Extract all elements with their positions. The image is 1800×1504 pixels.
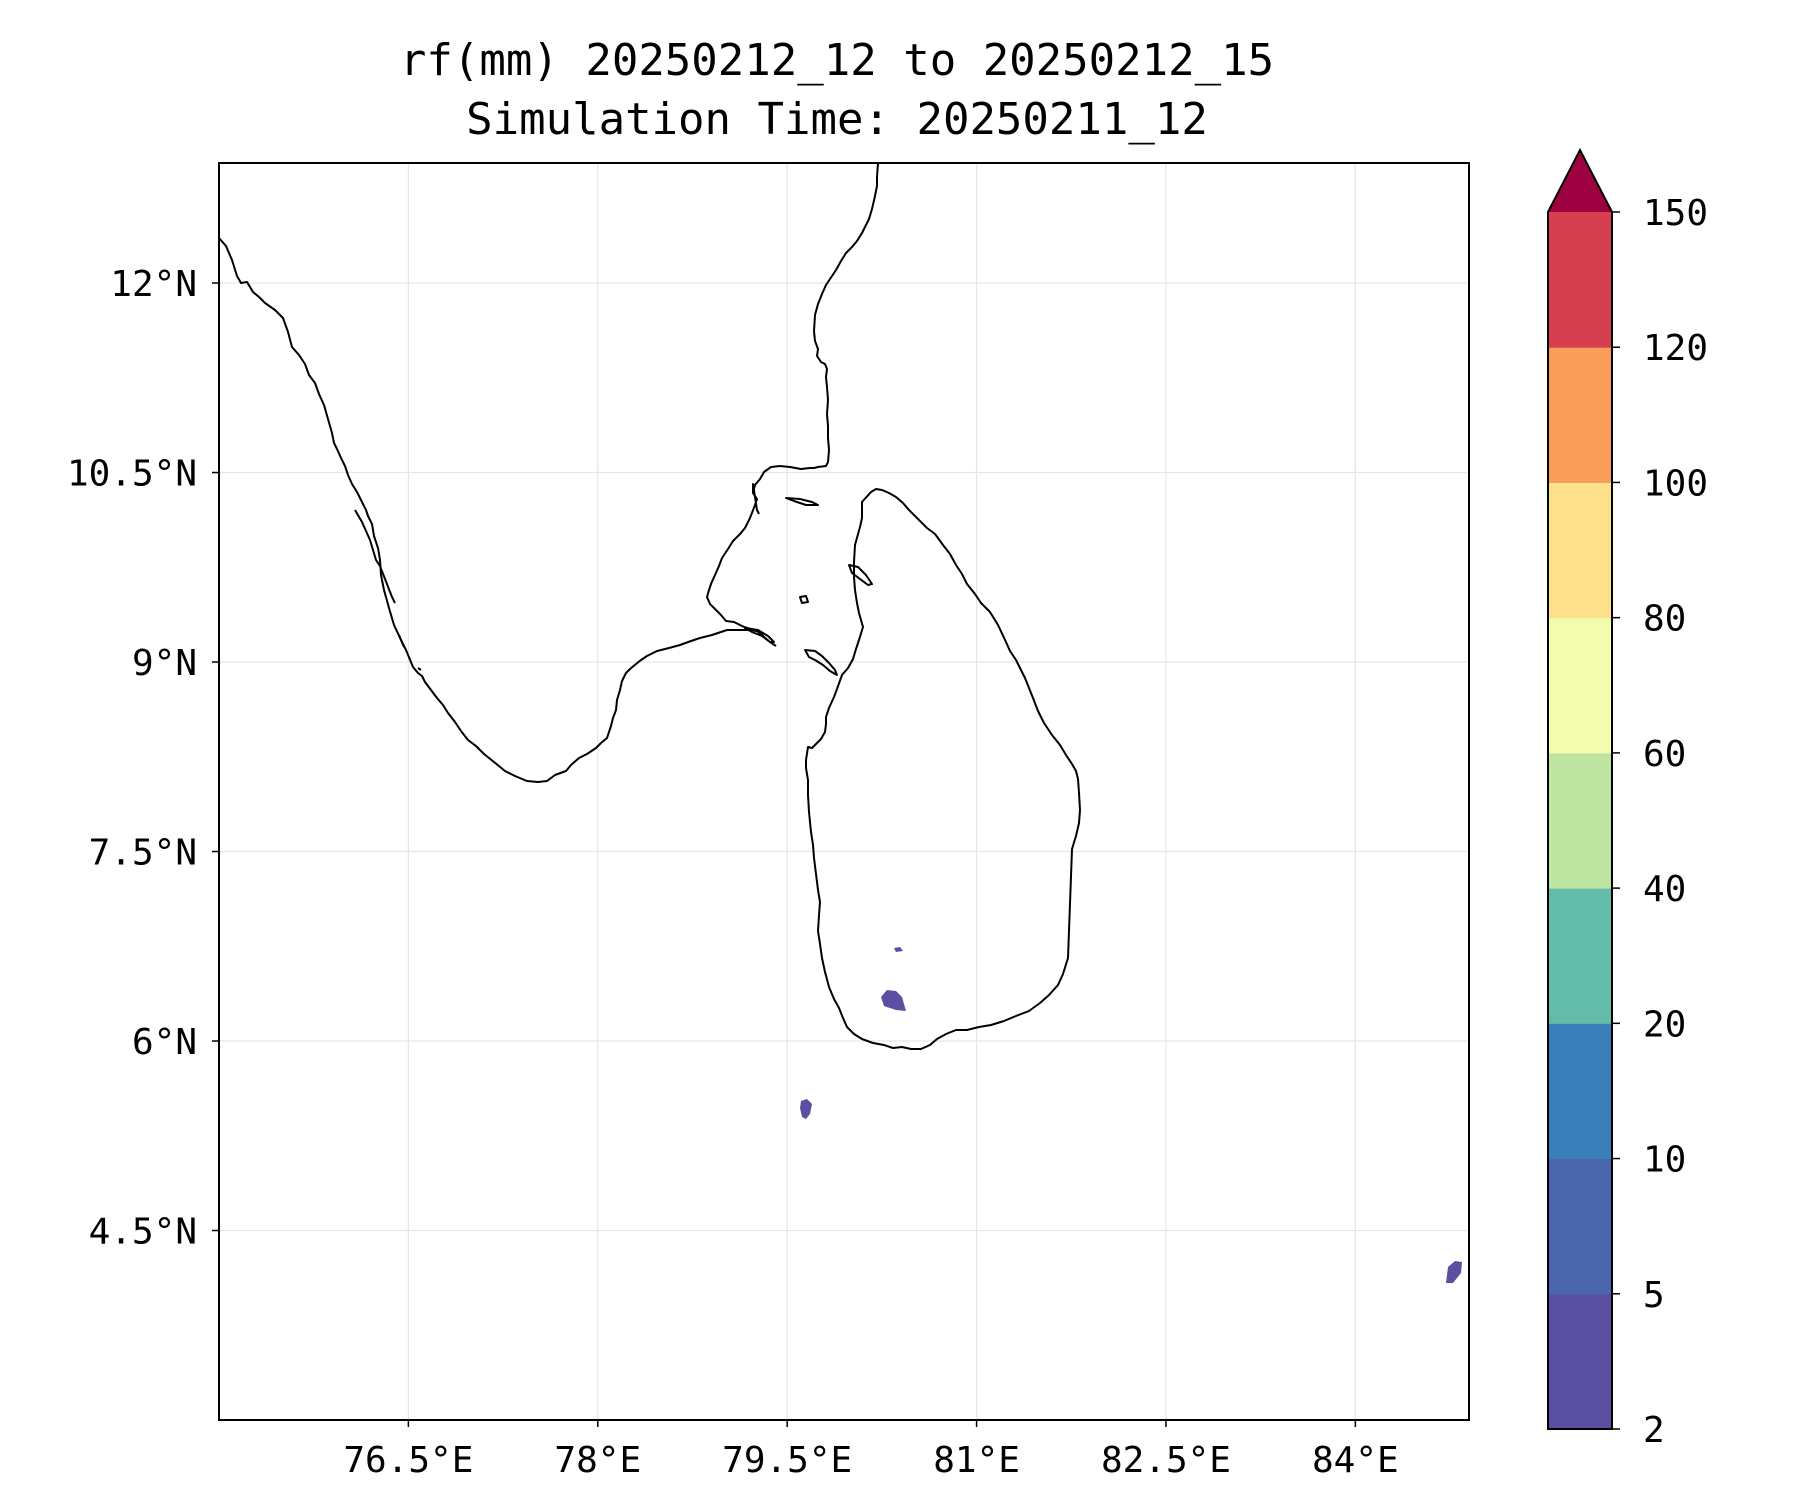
rain-patch-sri-lanka-small: [894, 947, 903, 952]
coastline-small-island-west: [799, 595, 809, 604]
gridlines: [219, 163, 1469, 1420]
colorbar-segment: [1548, 212, 1612, 348]
map-frame: [218, 162, 1470, 1421]
lat-tick-label: 9°N: [132, 643, 197, 684]
colorbar-outline: [1547, 147, 1613, 1430]
rain-patch-east-sea: [1446, 1261, 1462, 1283]
coastline-rameswaram-island: [744, 627, 775, 643]
lat-tick-label: 10.5°N: [67, 454, 197, 495]
colorbar-segment: [1548, 617, 1612, 754]
coastline-pamban-islet: [785, 497, 819, 506]
colorbar-tick-label: 60: [1643, 734, 1686, 775]
title-line-2: Simulation Time: 20250211_12: [466, 94, 1208, 145]
colorbar: 2 5 10 20 40 60 80 100 120 150: [1547, 147, 1708, 1451]
coastline-mannar-island: [804, 649, 838, 676]
rain-patch-maldives-sea: [800, 1099, 812, 1119]
lon-tick-label: 84°E: [1312, 1440, 1399, 1481]
lon-tick-label: 81°E: [933, 1440, 1020, 1481]
colorbar-segment: [1548, 1158, 1612, 1295]
colorbar-tick-label: 150: [1643, 193, 1708, 234]
colorbar-tick-label: 5: [1643, 1275, 1665, 1316]
colorbar-segment: [1548, 1023, 1612, 1160]
lon-tick-label: 82.5°E: [1101, 1440, 1231, 1481]
colorbar-tick-label: 100: [1643, 463, 1708, 504]
lon-tick-label: 78°E: [554, 1440, 641, 1481]
rain-patch-sri-lanka-south: [881, 990, 906, 1011]
coastline-india: [218, 162, 879, 783]
colorbar-tick-label: 120: [1643, 328, 1708, 369]
lon-tick-label: 76.5°E: [343, 1440, 473, 1481]
title-line-1: rf(mm) 20250212_12 to 20250212_15: [400, 35, 1274, 86]
colorbar-tick-label: 10: [1643, 1140, 1686, 1181]
lat-tick-label: 4.5°N: [89, 1212, 197, 1253]
map-panel: 76.5°E 78°E 79.5°E 81°E 82.5°E 84°E 12°N 10.5°N…: [67, 162, 1470, 1481]
colorbar-segment: [1548, 752, 1612, 889]
colorbar-tick-label: 20: [1643, 1004, 1686, 1045]
lon-tick-label: 79.5°E: [722, 1440, 852, 1481]
colorbar-segment: [1548, 1293, 1612, 1430]
lat-tick-label: 12°N: [110, 264, 197, 305]
colorbar-extend-arrow: [1548, 150, 1612, 212]
rainfall-fill: [800, 947, 1462, 1283]
colorbar-segment: [1548, 482, 1612, 619]
lat-tick-label: 6°N: [132, 1022, 197, 1063]
colorbar-tick-label: 40: [1643, 869, 1686, 910]
colorbar-segment: [1548, 347, 1612, 483]
colorbar-segment: [1548, 888, 1612, 1024]
map-background: [219, 163, 1469, 1420]
colorbar-tick-label: 2: [1643, 1410, 1665, 1451]
coastlines: [218, 162, 1081, 1050]
coastline-lagoon-north: [354, 509, 422, 671]
lat-tick-label: 7.5°N: [89, 833, 197, 874]
colorbar-tick-label: 80: [1643, 599, 1686, 640]
coastline-jaffna-island: [848, 564, 873, 586]
axis-ticks: 76.5°E 78°E 79.5°E 81°E 82.5°E 84°E 12°N 10.5°N…: [67, 264, 1399, 1481]
coastline-sri-lanka: [805, 488, 1081, 1050]
